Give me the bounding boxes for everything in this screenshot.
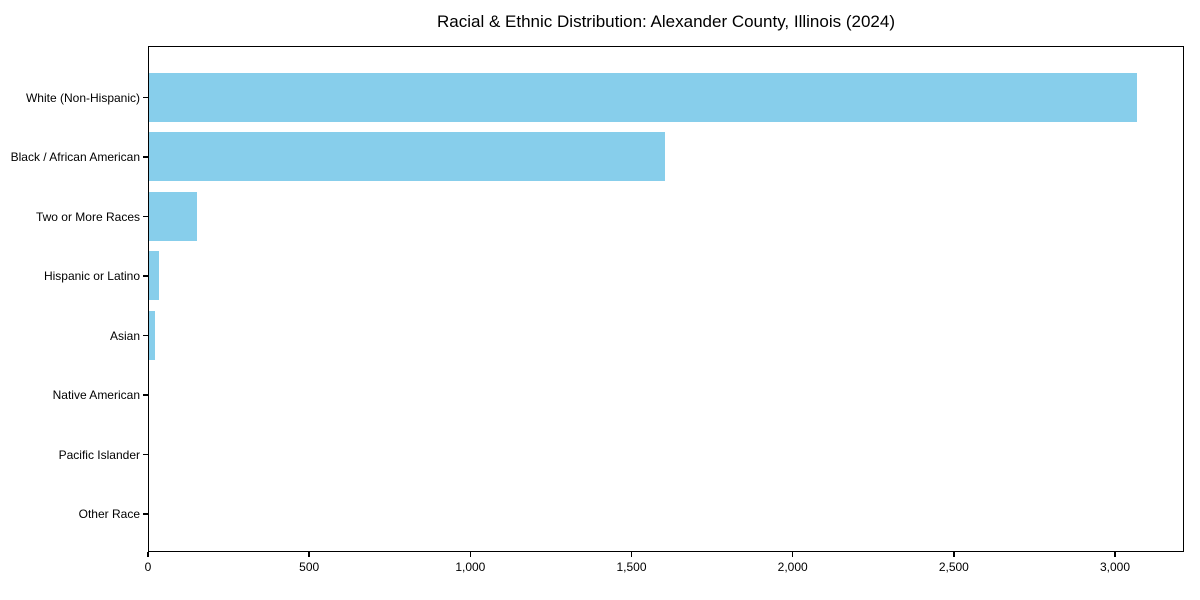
x-tick-mark — [1114, 552, 1116, 557]
x-tick-label-2-000: 2,000 — [777, 560, 808, 574]
bar-two-or-more-races — [149, 191, 198, 241]
x-tick-mark — [469, 552, 472, 557]
bar-asian — [149, 310, 156, 360]
bar-hispanic-or-latino — [149, 251, 159, 300]
y-tick-label-native-american: Native American — [52, 388, 140, 402]
x-tick-mark — [308, 552, 310, 557]
bar-black-african-american — [149, 132, 665, 181]
x-tick-label-0: 0 — [144, 560, 152, 574]
x-tick-label-1-000: 1,000 — [455, 560, 486, 574]
y-tick-label-asian: Asian — [109, 328, 140, 343]
chart-title: Racial & Ethnic Distribution: Alexander … — [437, 12, 895, 31]
y-tick-label-hispanic-or-latino: Hispanic or Latino — [43, 269, 140, 283]
y-tick-label-two-or-more-races: Two or More Races — [35, 209, 140, 224]
y-tick-mark — [143, 215, 148, 218]
y-tick-mark — [143, 453, 148, 456]
x-tick-label-3-000: 3,000 — [1100, 560, 1131, 574]
y-tick-mark — [143, 96, 148, 99]
y-tick-label-pacific-islander: Pacific Islander — [58, 447, 140, 462]
y-tick-mark — [143, 513, 148, 515]
y-tick-mark — [143, 156, 148, 158]
x-tick-mark — [953, 552, 955, 557]
y-tick-label-black-african-american: Black / African American — [10, 150, 140, 164]
x-tick-label-2-500: 2,500 — [938, 560, 969, 574]
y-tick-mark — [143, 394, 148, 396]
x-tick-mark — [791, 552, 794, 557]
x-tick-mark — [147, 552, 149, 557]
y-tick-label-other-race: Other Race — [78, 507, 140, 521]
x-tick-label-500: 500 — [299, 560, 320, 574]
plot-area — [148, 46, 1184, 552]
x-tick-mark — [630, 552, 633, 557]
bar-white-non-hispanic — [149, 72, 1137, 122]
y-tick-mark — [143, 275, 148, 277]
y-tick-label-white-non-hispanic: White (Non-Hispanic) — [25, 90, 140, 105]
y-tick-mark — [143, 334, 148, 337]
x-tick-label-1-500: 1,500 — [616, 560, 647, 574]
